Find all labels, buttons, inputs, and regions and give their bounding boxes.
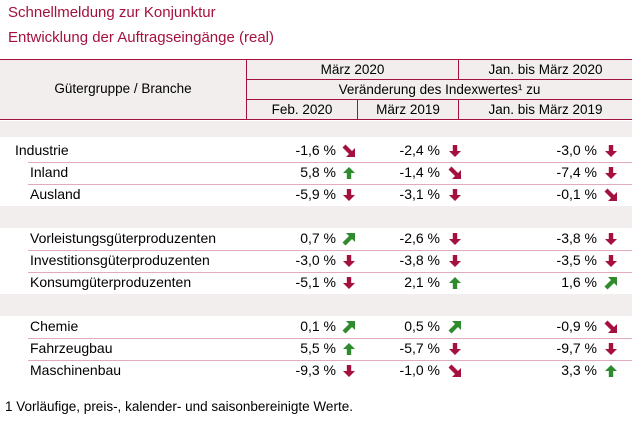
header-divider: [357, 100, 358, 120]
row-label: Investitionsgüterproduzenten: [30, 252, 210, 268]
row-value: -5,7 %: [399, 340, 440, 356]
row-value: 0,7 %: [300, 230, 336, 246]
row-value: -1,0 %: [399, 362, 440, 378]
arrow-down-icon: [448, 342, 462, 356]
arrow-down-icon: [604, 166, 618, 180]
row-value: -3,8 %: [399, 252, 440, 268]
row-value: -3,0 %: [556, 142, 597, 158]
period-march-2020-header: März 2020: [320, 62, 385, 77]
row-value: -3,1 %: [399, 186, 440, 202]
header-divider: [246, 99, 632, 100]
table-row: Chemie 0,1 % 0,5 % -0,9 %: [0, 316, 632, 338]
arrow-down-right-icon: [448, 364, 462, 378]
table-row: Ausland -5,9 % -3,1 % -0,1 %: [0, 184, 632, 206]
change-label-header: Veränderung des Indexwertes¹ zu: [338, 82, 541, 97]
table-header: Gütergruppe / Branche März 2020 Jan. bis…: [0, 59, 632, 120]
arrow-down-icon: [604, 144, 618, 158]
arrow-down-icon: [448, 254, 462, 268]
row-value: -1,6 %: [295, 142, 336, 158]
arrow-down-right-icon: [448, 166, 462, 180]
arrow-up-right-icon: [604, 276, 618, 290]
arrow-down-icon: [342, 188, 356, 202]
table-row: Investitionsgüterproduzenten -3,0 % -3,8 %…: [0, 250, 632, 272]
arrow-down-icon: [604, 254, 618, 268]
arrow-down-icon: [342, 364, 356, 378]
arrow-down-right-icon: [604, 188, 618, 202]
report-subtitle: Entwicklung der Auftragseingänge (real): [8, 29, 274, 46]
arrow-down-icon: [342, 276, 356, 290]
arrow-down-icon: [604, 342, 618, 356]
row-label: Industrie: [15, 142, 69, 158]
header-divider: [246, 79, 632, 80]
period-jan-march-2020-header: Jan. bis März 2020: [488, 62, 603, 77]
row-value: 0,1 %: [300, 318, 336, 334]
row-label: Vorleistungsgüterproduzenten: [30, 230, 217, 246]
row-separator: [28, 360, 632, 361]
footnote: 1 Vorläufige, preis-, kalender- und sais…: [5, 399, 353, 414]
table-row: Fahrzeugbau 5,5 % -5,7 % -9,7 %: [0, 338, 632, 360]
col-march-2019-header: März 2019: [376, 102, 440, 117]
arrow-up-icon: [342, 342, 356, 356]
row-separator: [28, 162, 632, 163]
row-label: Fahrzeugbau: [30, 340, 113, 356]
arrow-up-right-icon: [448, 320, 462, 334]
arrow-down-icon: [342, 254, 356, 268]
row-label: Inland: [30, 164, 69, 180]
arrow-down-right-icon: [342, 144, 356, 158]
row-label: Chemie: [30, 318, 79, 334]
group-column-header: Gütergruppe / Branche: [54, 81, 192, 96]
table-row: Vorleistungsgüterproduzenten 0,7 % -2,6 % -…: [0, 228, 632, 250]
arrow-up-icon: [604, 364, 618, 378]
title-block: Schnellmeldung zur Konjunktur Entwicklun…: [0, 0, 632, 59]
table-row: Inland 5,8 % -1,4 % -7,4 %: [0, 162, 632, 184]
header-divider: [246, 60, 247, 120]
row-value: -3,8 %: [556, 230, 597, 246]
row-separator: [28, 338, 632, 339]
row-value: -9,7 %: [556, 340, 597, 356]
row-value: -0,1 %: [556, 186, 597, 202]
row-value: -2,4 %: [399, 142, 440, 158]
row-value: -3,0 %: [295, 252, 336, 268]
row-value: 0,5 %: [404, 318, 440, 334]
arrow-down-icon: [448, 144, 462, 158]
row-value: -5,1 %: [295, 274, 336, 290]
row-value: -5,9 %: [295, 186, 336, 202]
arrow-up-icon: [448, 276, 462, 290]
row-value: 5,5 %: [300, 340, 336, 356]
row-separator: [28, 250, 632, 251]
table-spacer: [0, 121, 632, 137]
arrow-down-icon: [604, 232, 618, 246]
row-label: Konsumgüterproduzenten: [30, 274, 192, 290]
row-value: 3,3 %: [561, 362, 597, 378]
row-value: -2,6 %: [399, 230, 440, 246]
header-divider: [458, 100, 459, 120]
row-value: 1,6 %: [561, 274, 597, 290]
arrow-down-icon: [448, 188, 462, 202]
table-spacer: [0, 294, 632, 316]
arrow-up-icon: [342, 166, 356, 180]
col-jan-march-2019-header: Jan. bis März 2019: [488, 102, 603, 117]
report-title: Schnellmeldung zur Konjunktur: [8, 4, 216, 21]
arrow-up-right-icon: [342, 320, 356, 334]
row-value: -3,5 %: [556, 252, 597, 268]
row-value: -0,9 %: [556, 318, 597, 334]
table-row: Konsumgüterproduzenten -5,1 % 2,1 % 1,6 %: [0, 272, 632, 294]
table-row: Industrie -1,6 % -2,4 % -3,0 %: [0, 140, 632, 162]
row-label: Maschinenbau: [30, 362, 122, 378]
header-divider: [458, 60, 459, 80]
arrow-down-icon: [448, 232, 462, 246]
table-row: Maschinenbau -9,3 % -1,0 % 3,3 %: [0, 360, 632, 382]
row-value: 5,8 %: [300, 164, 336, 180]
row-label: Ausland: [30, 186, 81, 202]
arrow-down-right-icon: [604, 320, 618, 334]
table-spacer: [0, 206, 632, 228]
row-separator: [28, 184, 632, 185]
row-value: -1,4 %: [399, 164, 440, 180]
col-feb-2020-header: Feb. 2020: [271, 102, 333, 117]
arrow-up-right-icon: [342, 232, 356, 246]
row-value: -9,3 %: [295, 362, 336, 378]
row-value: -7,4 %: [556, 164, 597, 180]
row-separator: [28, 272, 632, 273]
row-value: 2,1 %: [404, 274, 440, 290]
